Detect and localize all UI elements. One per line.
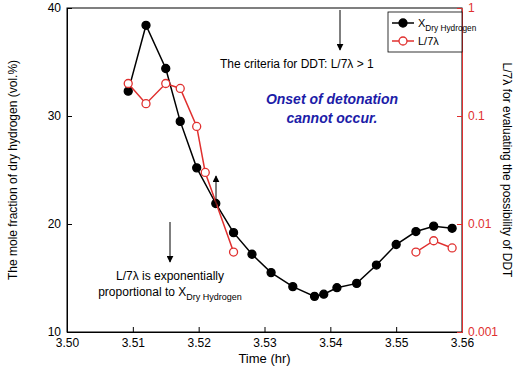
tick-mark	[67, 224, 72, 225]
series-line	[128, 25, 452, 296]
tick: 3.54	[319, 327, 343, 350]
tick-label: 0.01	[468, 217, 492, 231]
tick-label: 30	[48, 109, 62, 123]
annotation: cannot occur.	[286, 110, 377, 126]
legend-marker	[399, 37, 407, 45]
plot-frame	[67, 8, 462, 332]
yticks-axis: 10 20 30 40	[48, 1, 72, 339]
tick-mark	[457, 116, 462, 117]
data-point	[412, 228, 420, 236]
annotation: Onset of detonation	[266, 91, 398, 107]
data-point	[193, 122, 201, 130]
tick-label: 3.51	[122, 336, 146, 350]
y2ticks-axis: 0.001 0.01 0.1 1	[457, 1, 498, 339]
arrow	[170, 222, 171, 262]
axis-line	[68, 332, 463, 333]
tick-label: 10	[48, 325, 62, 339]
tick-mark	[457, 224, 462, 225]
data-point	[311, 292, 319, 300]
data-point	[124, 79, 132, 87]
y-axis-title: The mole fraction of dry hydrogen (vol.%…	[6, 60, 20, 280]
legend-label: XDry Hydrogen	[418, 17, 477, 33]
chart: 3.503.513.523.533.543.553.56102030400.00…	[0, 0, 514, 368]
legend-marker	[399, 19, 407, 27]
data-point	[320, 290, 328, 298]
tick: 3.55	[385, 327, 409, 350]
plot-area	[124, 21, 456, 300]
axis-line	[462, 9, 463, 333]
tick-label: 0.001	[468, 325, 498, 339]
data-point	[176, 117, 184, 125]
data-point	[142, 21, 150, 29]
tick-mark	[265, 327, 266, 332]
data-point	[193, 164, 201, 172]
tick: 30	[48, 109, 72, 123]
tick-label: 40	[48, 1, 62, 15]
series-line	[128, 83, 452, 252]
tick-label: 1	[468, 1, 475, 15]
data-point	[448, 224, 456, 232]
data-point	[230, 248, 238, 256]
data-point	[333, 284, 341, 292]
tick-label: 20	[48, 217, 62, 231]
data-point	[230, 229, 238, 237]
arrow	[340, 10, 341, 50]
tick: 0.01	[457, 217, 492, 231]
tick-mark	[457, 332, 462, 333]
data-point	[267, 269, 275, 277]
data-point	[162, 64, 170, 72]
tick-label: 3.52	[187, 336, 211, 350]
data-point	[162, 79, 170, 87]
data-point	[448, 244, 456, 252]
tick-mark	[67, 332, 72, 333]
data-point	[142, 100, 150, 108]
tick-mark	[330, 327, 331, 332]
annotation: The criteria for DDT: L/7λ > 1	[220, 57, 374, 71]
tick-mark	[199, 327, 200, 332]
legend-label: L/7λ	[418, 35, 439, 47]
arrow	[216, 176, 217, 206]
legend: XDry Hydrogen L/7λ	[388, 12, 477, 52]
tick-label: 0.1	[468, 109, 485, 123]
tick-mark	[457, 8, 462, 9]
xticks-axis: 3.503.513.523.533.543.553.56	[56, 327, 475, 350]
tick-mark	[133, 327, 134, 332]
y2-axis-title: L/7λ for evaluating the possibility of D…	[500, 63, 514, 278]
tick-mark	[67, 8, 72, 9]
tick: 3.52	[187, 327, 211, 350]
data-point	[289, 283, 297, 291]
tick: 20	[48, 217, 72, 231]
tick: 3.51	[122, 327, 146, 350]
data-point	[124, 87, 132, 95]
data-point	[201, 168, 209, 176]
x-axis-title: Time (hr)	[238, 351, 290, 366]
data-point	[430, 222, 438, 230]
data-point	[372, 261, 380, 269]
tick-mark	[67, 116, 72, 117]
tick-mark	[396, 327, 397, 332]
data-point	[412, 248, 420, 256]
tick-label: 3.55	[385, 336, 409, 350]
tick: 10	[48, 325, 72, 339]
axis-line	[67, 9, 68, 333]
annotations: The criteria for DDT: L/7λ > 1 Onset of d…	[98, 10, 398, 302]
tick: 0.001	[457, 325, 498, 339]
tick: 40	[48, 1, 72, 15]
annotation: proportional to XDry Hydrogen	[98, 285, 242, 302]
tick-label: 3.54	[319, 336, 343, 350]
data-point	[430, 237, 438, 245]
data-point	[353, 279, 361, 287]
tick-label: 3.53	[253, 336, 277, 350]
annotation: L/7λ is exponentially	[116, 269, 224, 283]
data-point	[392, 241, 400, 249]
data-point	[176, 84, 184, 92]
data-point	[248, 250, 256, 258]
tick: 3.53	[253, 327, 277, 350]
tick: 0.1	[457, 109, 485, 123]
